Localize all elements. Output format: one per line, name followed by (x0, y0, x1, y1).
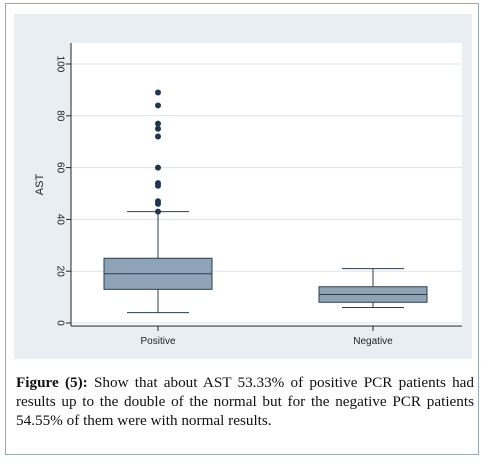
figure-frame: 0 20 40 60 80 100 AST Positive Negative Figure (… (5, 3, 479, 455)
outlier-point (155, 208, 161, 215)
chart-panel: 0 20 40 60 80 100 AST Positive Negative (14, 14, 472, 359)
y-tick-label: 20 (54, 266, 65, 278)
outlier-point (155, 125, 161, 132)
y-tick-label: 100 (54, 56, 65, 73)
x-tick-label: Negative (353, 336, 393, 347)
caption-text: Show that about AST 53.33% of positive P… (16, 374, 475, 429)
y-tick-label: 40 (54, 214, 65, 226)
figure-caption: Figure (5): Show that about AST 53.33% o… (16, 373, 474, 430)
y-tick-label: 80 (54, 110, 65, 122)
outlier-point (155, 89, 161, 96)
outlier-point (155, 164, 161, 171)
box-plot-chart: 0 20 40 60 80 100 AST Positive Negative (34, 43, 462, 347)
y-axis-label: AST (34, 174, 46, 196)
outlier-point (155, 198, 161, 205)
outlier-point (155, 133, 161, 140)
outlier-point (155, 120, 161, 127)
caption-label: Figure (5): (16, 374, 88, 391)
x-tick-label: Positive (140, 336, 175, 347)
y-tick-label: 0 (54, 320, 65, 326)
outlier-point (155, 102, 161, 109)
outlier-point (155, 180, 161, 187)
y-tick-label: 60 (54, 162, 65, 174)
